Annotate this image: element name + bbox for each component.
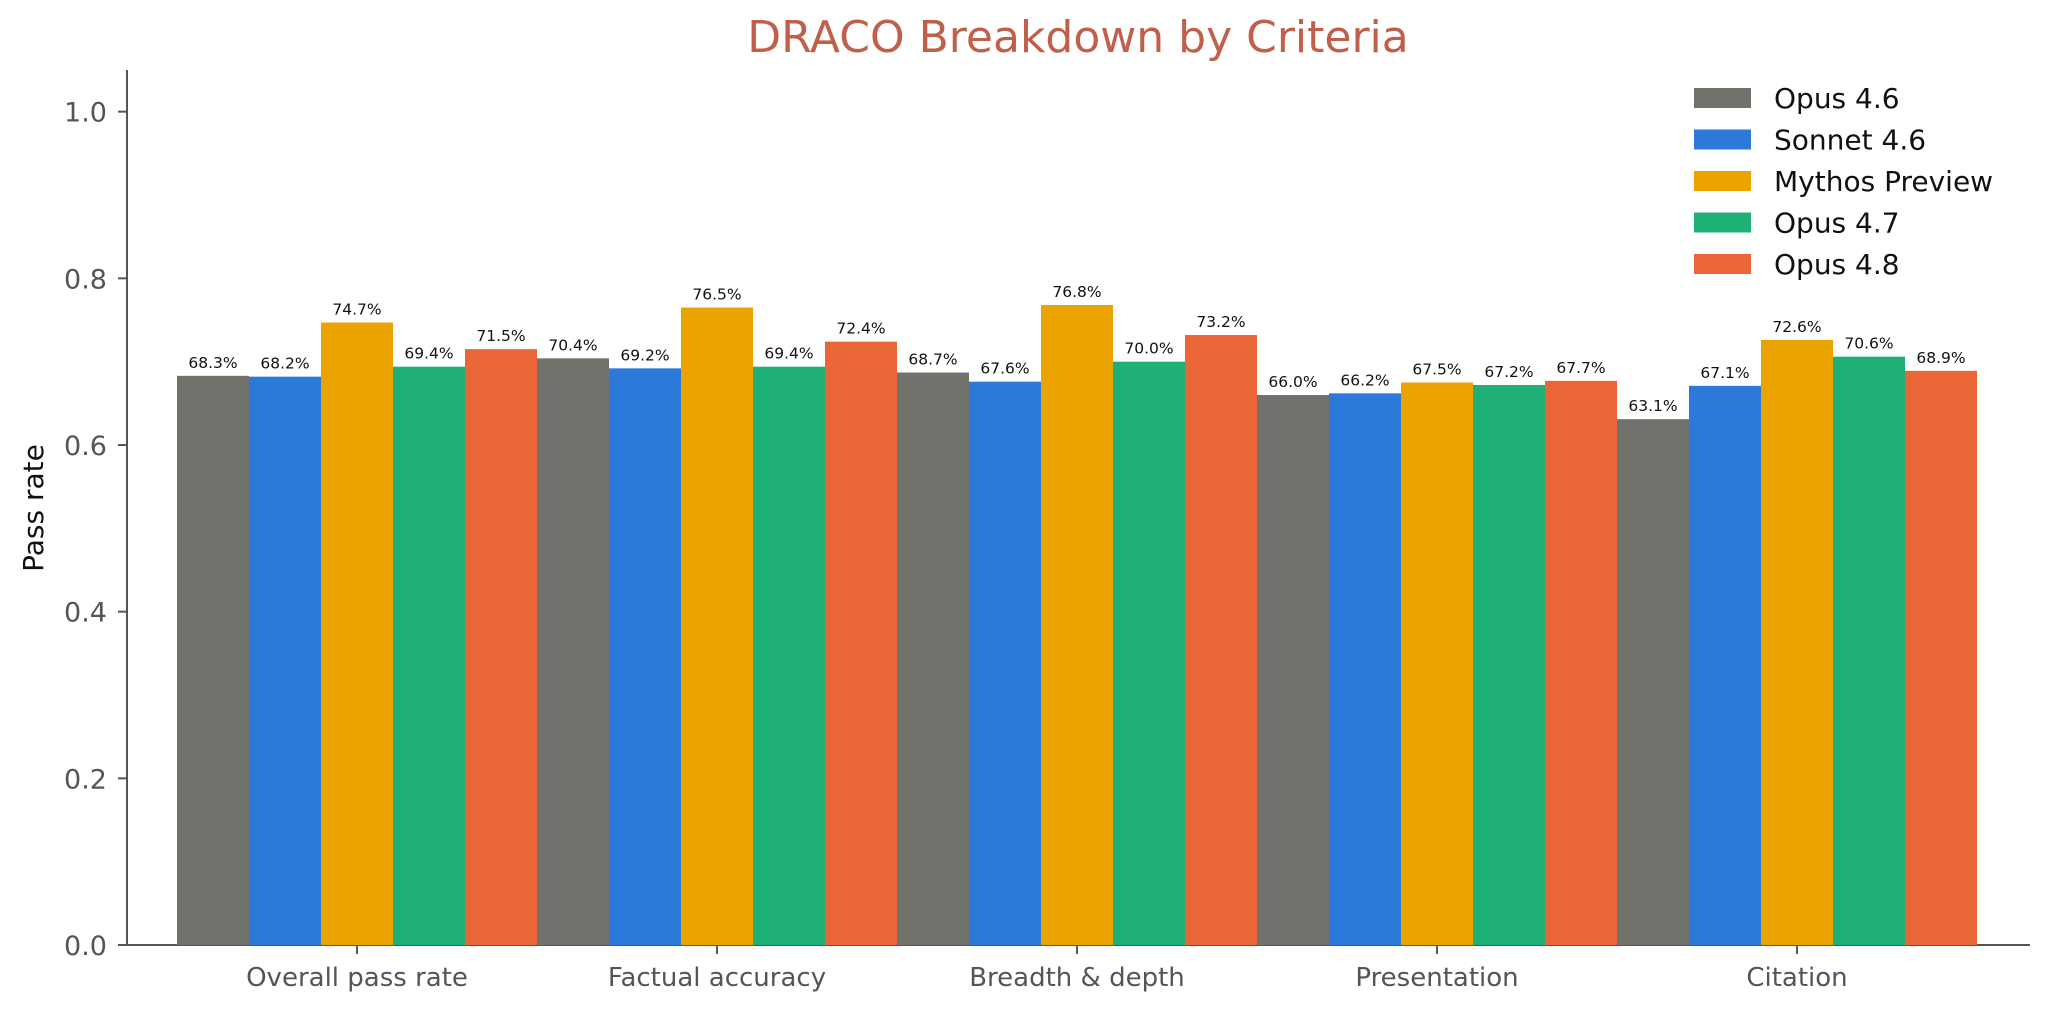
bar-opus-4-6-0 [177, 375, 249, 945]
data-label: 68.9% [1916, 349, 1965, 367]
data-label: 67.1% [1700, 364, 1749, 382]
legend: Opus 4.6 Sonnet 4.6 Mythos Preview Opus 4.7… [1694, 82, 1993, 281]
bar-sonnet-4-6-2 [969, 381, 1041, 946]
legend-label: Sonnet 4.6 [1774, 124, 1926, 157]
data-label: 72.6% [1772, 318, 1821, 336]
data-label: 67.6% [980, 360, 1029, 378]
data-label: 67.2% [1484, 363, 1533, 381]
y-tick-label: 0.4 [64, 598, 107, 629]
chart-title: DRACO Breakdown by Criteria [747, 12, 1408, 63]
bar-mythos-preview-0 [321, 322, 393, 945]
x-tick-label: Presentation [1355, 963, 1518, 993]
y-tick-label: 0.0 [64, 931, 107, 962]
bar-mythos-preview-3 [1401, 382, 1473, 945]
y-tick-label: 0.2 [64, 764, 107, 795]
y-axis-ticks: 0.0 0.2 0.4 0.6 0.8 1.0 [64, 98, 127, 962]
data-label: 68.3% [188, 354, 237, 372]
legend-label: Opus 4.6 [1774, 82, 1900, 115]
bar-sonnet-4-6-0 [249, 376, 321, 946]
legend-swatch [1694, 212, 1751, 233]
data-labels: 68.3% 68.2% 74.7% 69.4% 71.5% 70.4% 69.2% 76.5%… [188, 283, 1965, 415]
legend-label: Opus 4.8 [1774, 248, 1900, 281]
x-tick-label: Factual accuracy [608, 963, 826, 993]
data-label: 74.7% [332, 301, 381, 319]
data-label: 76.8% [1052, 283, 1101, 301]
bar-opus-4-8-2 [1185, 335, 1257, 945]
data-label: 69.4% [404, 345, 453, 363]
bar-mythos-preview-1 [681, 307, 753, 945]
bar-opus-4-7-2 [1113, 361, 1185, 946]
y-axis-label: Pass rate [17, 444, 50, 572]
bar-mythos-preview-2 [1041, 305, 1113, 945]
data-label: 66.2% [1340, 371, 1389, 389]
bar-mythos-preview-4 [1761, 340, 1833, 945]
legend-label: Opus 4.7 [1774, 207, 1900, 240]
bars [177, 305, 1977, 946]
bar-opus-4-6-1 [537, 358, 609, 945]
data-label: 73.2% [1196, 313, 1245, 331]
bar-opus-4-8-0 [465, 349, 537, 946]
legend-label: Mythos Preview [1774, 165, 1993, 198]
legend-swatch [1694, 88, 1751, 108]
bar-opus-4-8-4 [1905, 370, 1977, 945]
bar-sonnet-4-6-1 [609, 368, 681, 945]
bar-sonnet-4-6-4 [1689, 385, 1761, 945]
data-label: 68.2% [260, 355, 309, 373]
data-label: 72.4% [836, 320, 885, 338]
data-label: 70.4% [548, 336, 597, 354]
data-label: 70.6% [1844, 335, 1893, 353]
data-label: 71.5% [476, 327, 525, 345]
bar-opus-4-7-0 [393, 366, 465, 946]
bar-opus-4-7-1 [753, 366, 825, 946]
bar-opus-4-8-1 [825, 341, 897, 946]
data-label: 70.0% [1124, 340, 1173, 358]
y-tick-label: 0.8 [64, 264, 107, 295]
legend-swatch [1694, 129, 1751, 150]
data-label: 76.5% [692, 286, 741, 304]
x-tick-label: Citation [1746, 963, 1847, 993]
y-tick-label: 1.0 [64, 98, 107, 129]
y-tick-label: 0.6 [64, 431, 107, 462]
data-label: 63.1% [1628, 397, 1677, 415]
x-tick-label: Breadth & depth [969, 963, 1185, 993]
x-tick-label: Overall pass rate [246, 963, 468, 993]
data-label: 69.4% [764, 345, 813, 363]
legend-swatch [1694, 171, 1751, 191]
data-label: 67.5% [1412, 361, 1461, 379]
data-label: 66.0% [1268, 373, 1317, 391]
bar-sonnet-4-6-3 [1329, 393, 1401, 945]
bar-opus-4-8-3 [1545, 380, 1617, 945]
data-label: 69.2% [620, 346, 669, 364]
bar-opus-4-6-3 [1257, 395, 1329, 945]
bar-opus-4-7-3 [1473, 385, 1545, 945]
legend-swatch [1694, 254, 1751, 274]
data-label: 68.7% [908, 351, 957, 369]
bar-opus-4-7-4 [1833, 356, 1905, 946]
bar-opus-4-6-2 [897, 372, 969, 945]
data-label: 67.7% [1556, 359, 1605, 377]
bar-opus-4-6-4 [1617, 419, 1689, 946]
x-axis-ticks: Overall pass rate Factual accuracy Breadth… [246, 945, 1848, 993]
